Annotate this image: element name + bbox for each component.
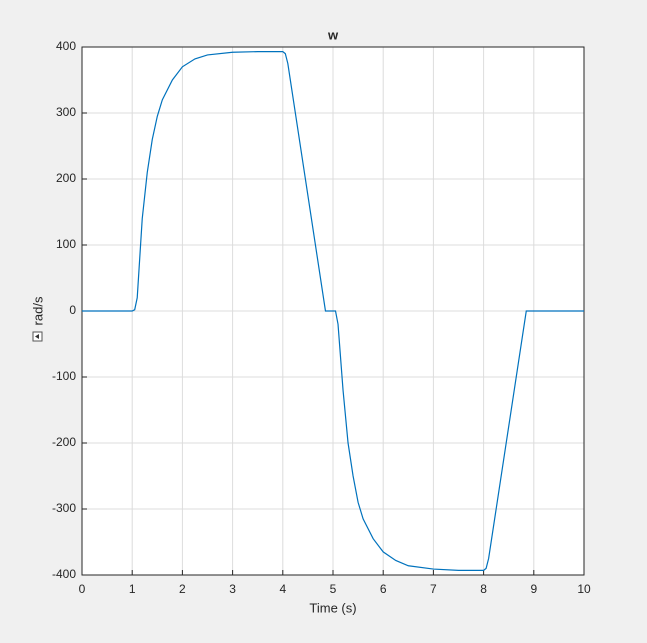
data-line [82,51,584,571]
x-tick-label: 3 [229,582,236,596]
x-axis-label: Time (s) [309,600,356,615]
x-tick-label: 2 [179,582,186,596]
y-tick-label: -300 [52,501,76,515]
chart-title: w [327,27,339,42]
x-tick-label: 9 [530,582,537,596]
x-tick-label: 0 [79,582,86,596]
y-tick-label: 200 [56,171,76,185]
x-tick-label: 4 [279,582,286,596]
x-tick-label: 6 [380,582,387,596]
y-tick-label: 400 [56,39,76,53]
x-tick-label: 5 [330,582,337,596]
y-tick-label: -400 [52,567,76,581]
x-tick-label: 8 [480,582,487,596]
y-tick-label: -100 [52,369,76,383]
x-tick-label: 1 [129,582,136,596]
y-tick-label: 300 [56,105,76,119]
y-tick-label: -200 [52,435,76,449]
x-tick-label: 10 [577,582,591,596]
y-tick-label: 0 [69,303,76,317]
y-tick-label: 100 [56,237,76,251]
x-tick-label: 7 [430,582,437,596]
y-axis-label-group: rad/s [30,296,45,325]
label-icon-arrow [35,334,39,339]
y-axis-label: rad/s [30,296,45,325]
